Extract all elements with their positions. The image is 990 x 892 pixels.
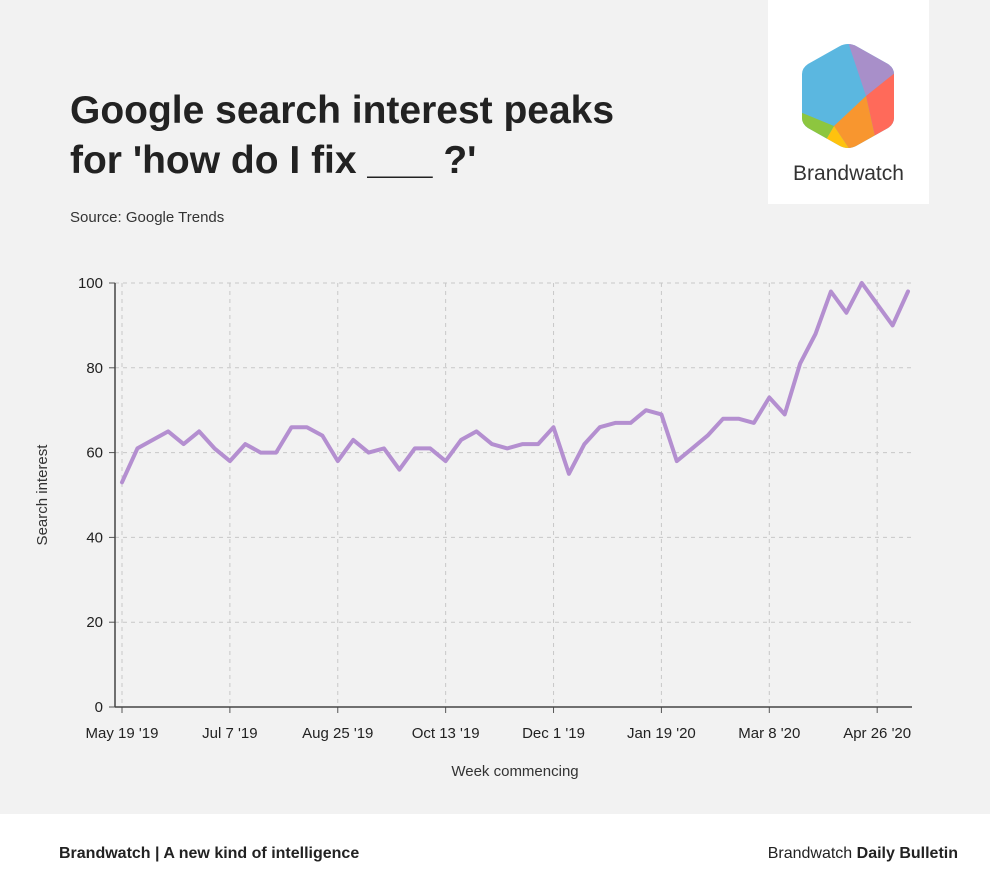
y-tick-label: 0 [95,699,103,716]
chart-title: Google search interest peaks for 'how do… [70,89,615,182]
x-tick-label: Apr 26 '20 [843,725,911,742]
x-tick-label: May 19 '19 [86,725,159,742]
series-line-search-interest [120,281,910,485]
x-tick-label: Dec 1 '19 [522,725,585,742]
x-tick-label: Oct 13 '19 [412,725,480,742]
footer-bulletin: Brandwatch Daily Bulletin [768,845,958,863]
hexagon-logo-icon [802,44,894,148]
footer-bulletin-prefix: Brandwatch [767,845,857,862]
footer-bulletin-bold: Daily Bulletin [856,845,958,862]
x-tick-label: Jul 7 '19 [202,725,257,742]
y-tick-label: 40 [86,529,103,546]
x-tick-label: Jan 19 '20 [627,725,696,742]
logo-wordmark: Brandwatch [793,162,904,185]
y-tick-label: 20 [86,614,103,631]
y-tick-label: 100 [78,275,103,292]
y-tick-label: 60 [86,445,103,462]
y-axis-label: Search interest [34,444,51,546]
chart-source: Source: Google Trends [70,209,225,226]
x-tick-label: Aug 25 '19 [302,725,373,742]
x-tick-label: Mar 8 '20 [738,725,800,742]
y-tick-label: 80 [86,360,103,377]
x-axis-label: Week commencing [451,763,578,780]
footer-tagline: Brandwatch | A new kind of intelligence [59,845,360,862]
brandwatch-logo: Brandwatch [768,0,929,204]
line-chart: 0 20 40 60 80 100 May 19 '19 Jul 7 '19 Aug 25 '1… [34,275,912,780]
